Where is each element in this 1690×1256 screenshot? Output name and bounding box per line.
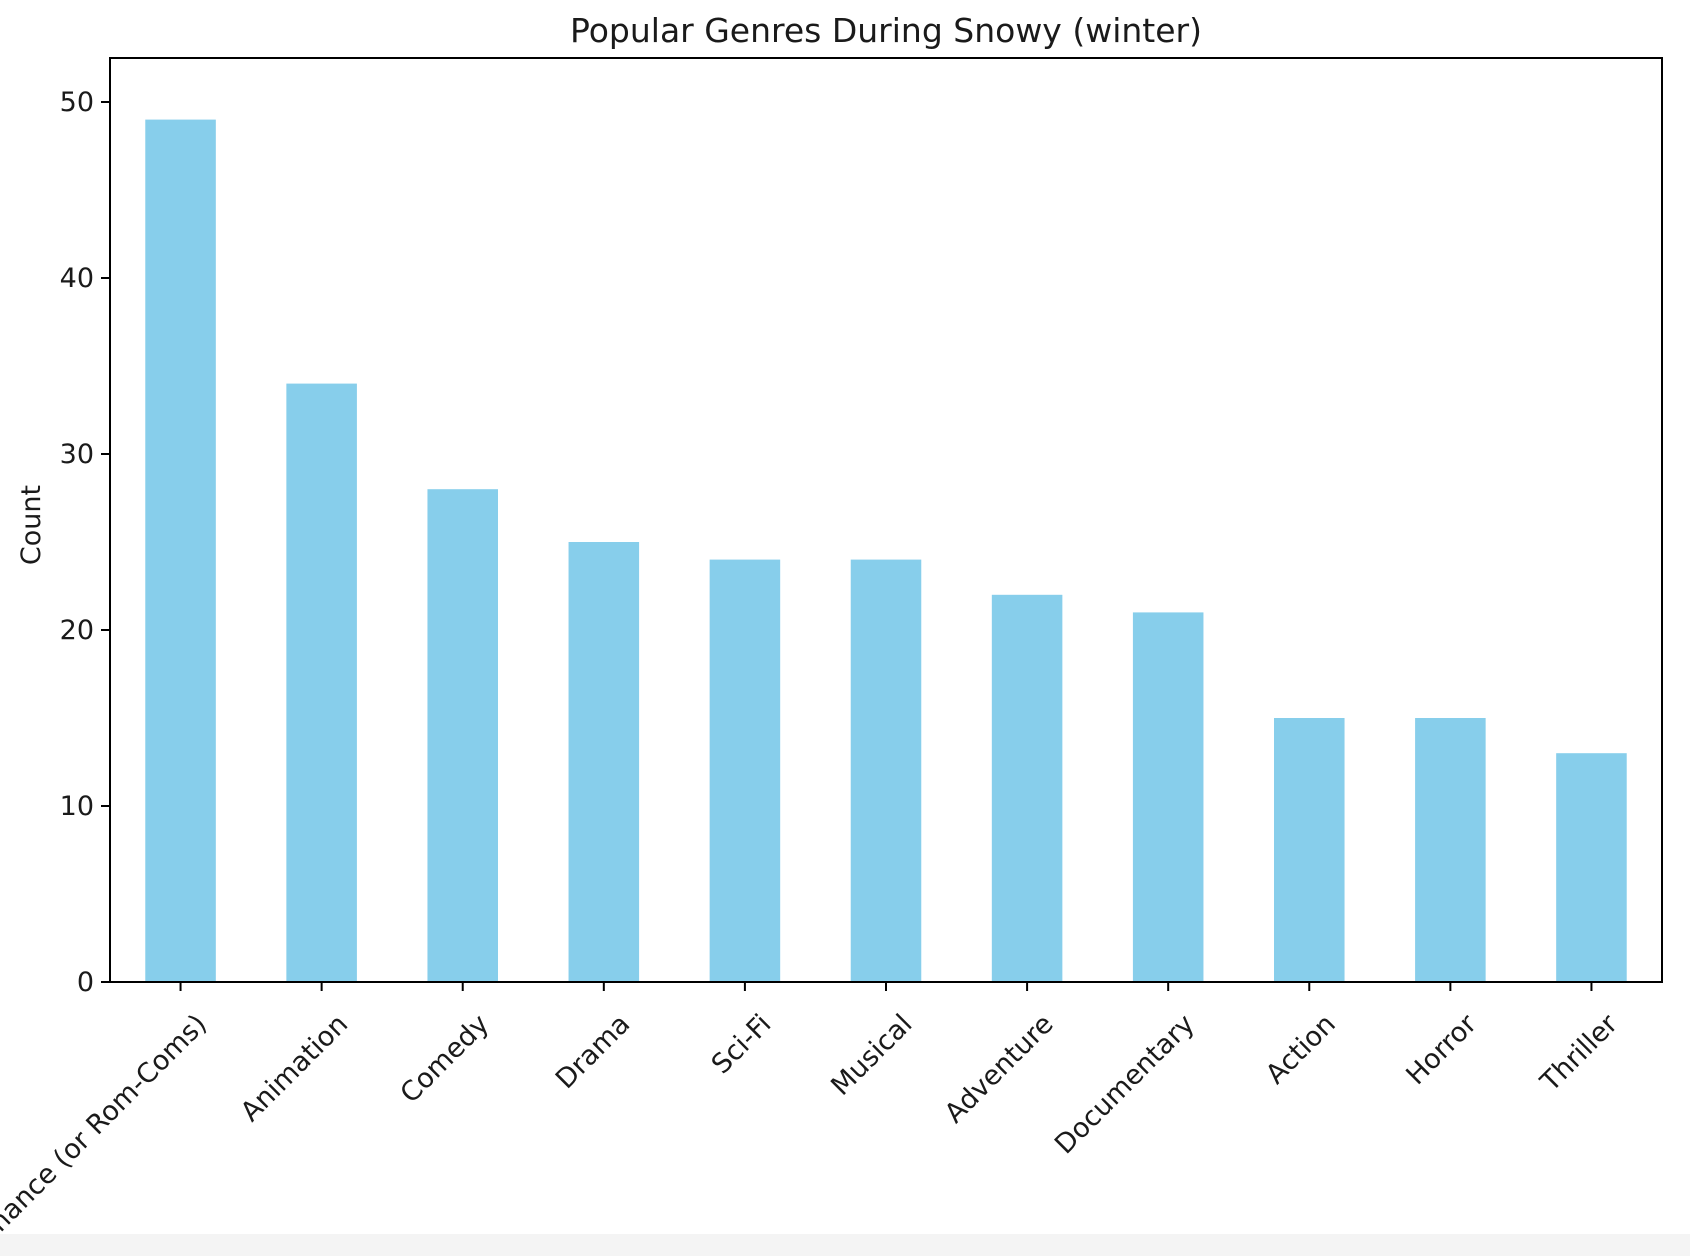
y-tick-label: 10 [60, 791, 94, 822]
y-tick-label: 50 [60, 87, 94, 118]
plot-area-frame [109, 57, 1663, 983]
x-tick-label: Sci-Fi [706, 1009, 778, 1081]
bar-thriller [1556, 753, 1627, 982]
bar-drama [568, 542, 640, 982]
x-tick-label: Adventure [939, 1009, 1060, 1130]
chart-title: Popular Genres During Snowy (winter) [570, 11, 1202, 50]
bar-action [1274, 718, 1345, 982]
x-tick-label: Action [1260, 1009, 1342, 1091]
bar-comedy [427, 489, 498, 982]
y-axis-label: Count [16, 485, 47, 565]
bar-adventure [991, 594, 1063, 982]
x-tick-label: Animation [235, 1009, 354, 1128]
x-tick-label: Musical [825, 1009, 918, 1102]
bar-musical [850, 559, 922, 982]
x-axis-ticks: Romance (or Rom-Coms) Animation Comedy Dram… [0, 982, 1625, 1256]
x-tick-label: Horror [1400, 1008, 1483, 1091]
y-tick-label: 30 [60, 439, 94, 470]
y-tick-label: 20 [60, 615, 94, 646]
bar-documentary [1132, 612, 1204, 982]
bar-sci-fi [709, 559, 781, 982]
y-tick-label: 0 [77, 967, 94, 998]
page-bottom-strip [0, 1234, 1690, 1256]
x-tick-label: Comedy [395, 1009, 496, 1110]
bar-animation [286, 383, 357, 983]
bars-layer [145, 119, 1627, 983]
x-tick-label: Thriller [1534, 1008, 1624, 1098]
x-tick-label: Drama [550, 1009, 636, 1095]
bar-romance-or-rom-coms [145, 119, 216, 983]
y-axis-ticks: 0 10 20 30 40 50 [60, 87, 110, 998]
y-tick-label: 40 [60, 263, 94, 294]
x-tick-label: Romance (or Rom-Coms) [0, 1009, 213, 1256]
bar-horror [1415, 718, 1486, 982]
x-tick-label: Documentary [1049, 1009, 1201, 1161]
